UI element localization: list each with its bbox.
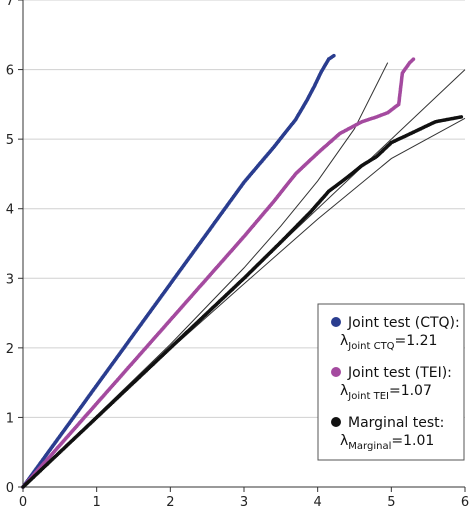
y-tick-label-4: 4: [6, 203, 14, 218]
data-point-marginal: [459, 115, 464, 119]
x-tick-label-3: 3: [240, 495, 248, 510]
legend-label-marginal: Marginal test:: [348, 415, 444, 431]
x-tick-label-2: 2: [166, 495, 174, 510]
legend-lambda-ctq: λJoint CTQ=1.21: [340, 333, 437, 352]
legend-box: [317, 303, 465, 461]
series-marginal: [21, 115, 464, 489]
legend-label-ctq: Joint test (CTQ):: [347, 315, 460, 331]
y-tick-label-2: 2: [6, 342, 14, 357]
y-tick-label-1: 1: [6, 411, 14, 426]
x-tick-label-6: 6: [461, 495, 469, 510]
y-tick-label-3: 3: [6, 272, 14, 287]
x-tick-label-0: 0: [19, 495, 27, 510]
y-tick-label-5: 5: [6, 133, 14, 148]
data-point-tei: [411, 57, 416, 61]
data-point-ctq: [332, 53, 336, 58]
legend-lambda-marginal: λMarginal=1.01: [340, 433, 434, 452]
legend: Joint test (CTQ): λJoint CTQ=1.21 Joint …: [317, 303, 465, 461]
legend-marker-ctq: [331, 317, 341, 327]
legend-lambda-tei: λJoint TEI=1.07: [340, 383, 432, 402]
legend-label-tei: Joint test (TEI):: [347, 365, 452, 381]
legend-marker-tei: [331, 367, 341, 377]
y-tick-label-7: 7: [6, 0, 14, 9]
x-tick-label-4: 4: [314, 495, 322, 510]
series-ctq: [21, 53, 336, 489]
x-tick-label-1: 1: [93, 495, 101, 510]
y-tick-label-6: 6: [6, 64, 14, 79]
data-series: [21, 53, 464, 489]
y-tick-label-0: 0: [6, 481, 14, 496]
reference-line-upper-ci: [22, 62, 389, 488]
x-tick-label-5: 5: [387, 495, 395, 510]
legend-marker-marginal: [331, 417, 341, 427]
series-tei: [21, 57, 416, 489]
axes: 0 1 2 3 4 5 6 7 0 1 2 3 4 5 6: [6, 0, 469, 510]
